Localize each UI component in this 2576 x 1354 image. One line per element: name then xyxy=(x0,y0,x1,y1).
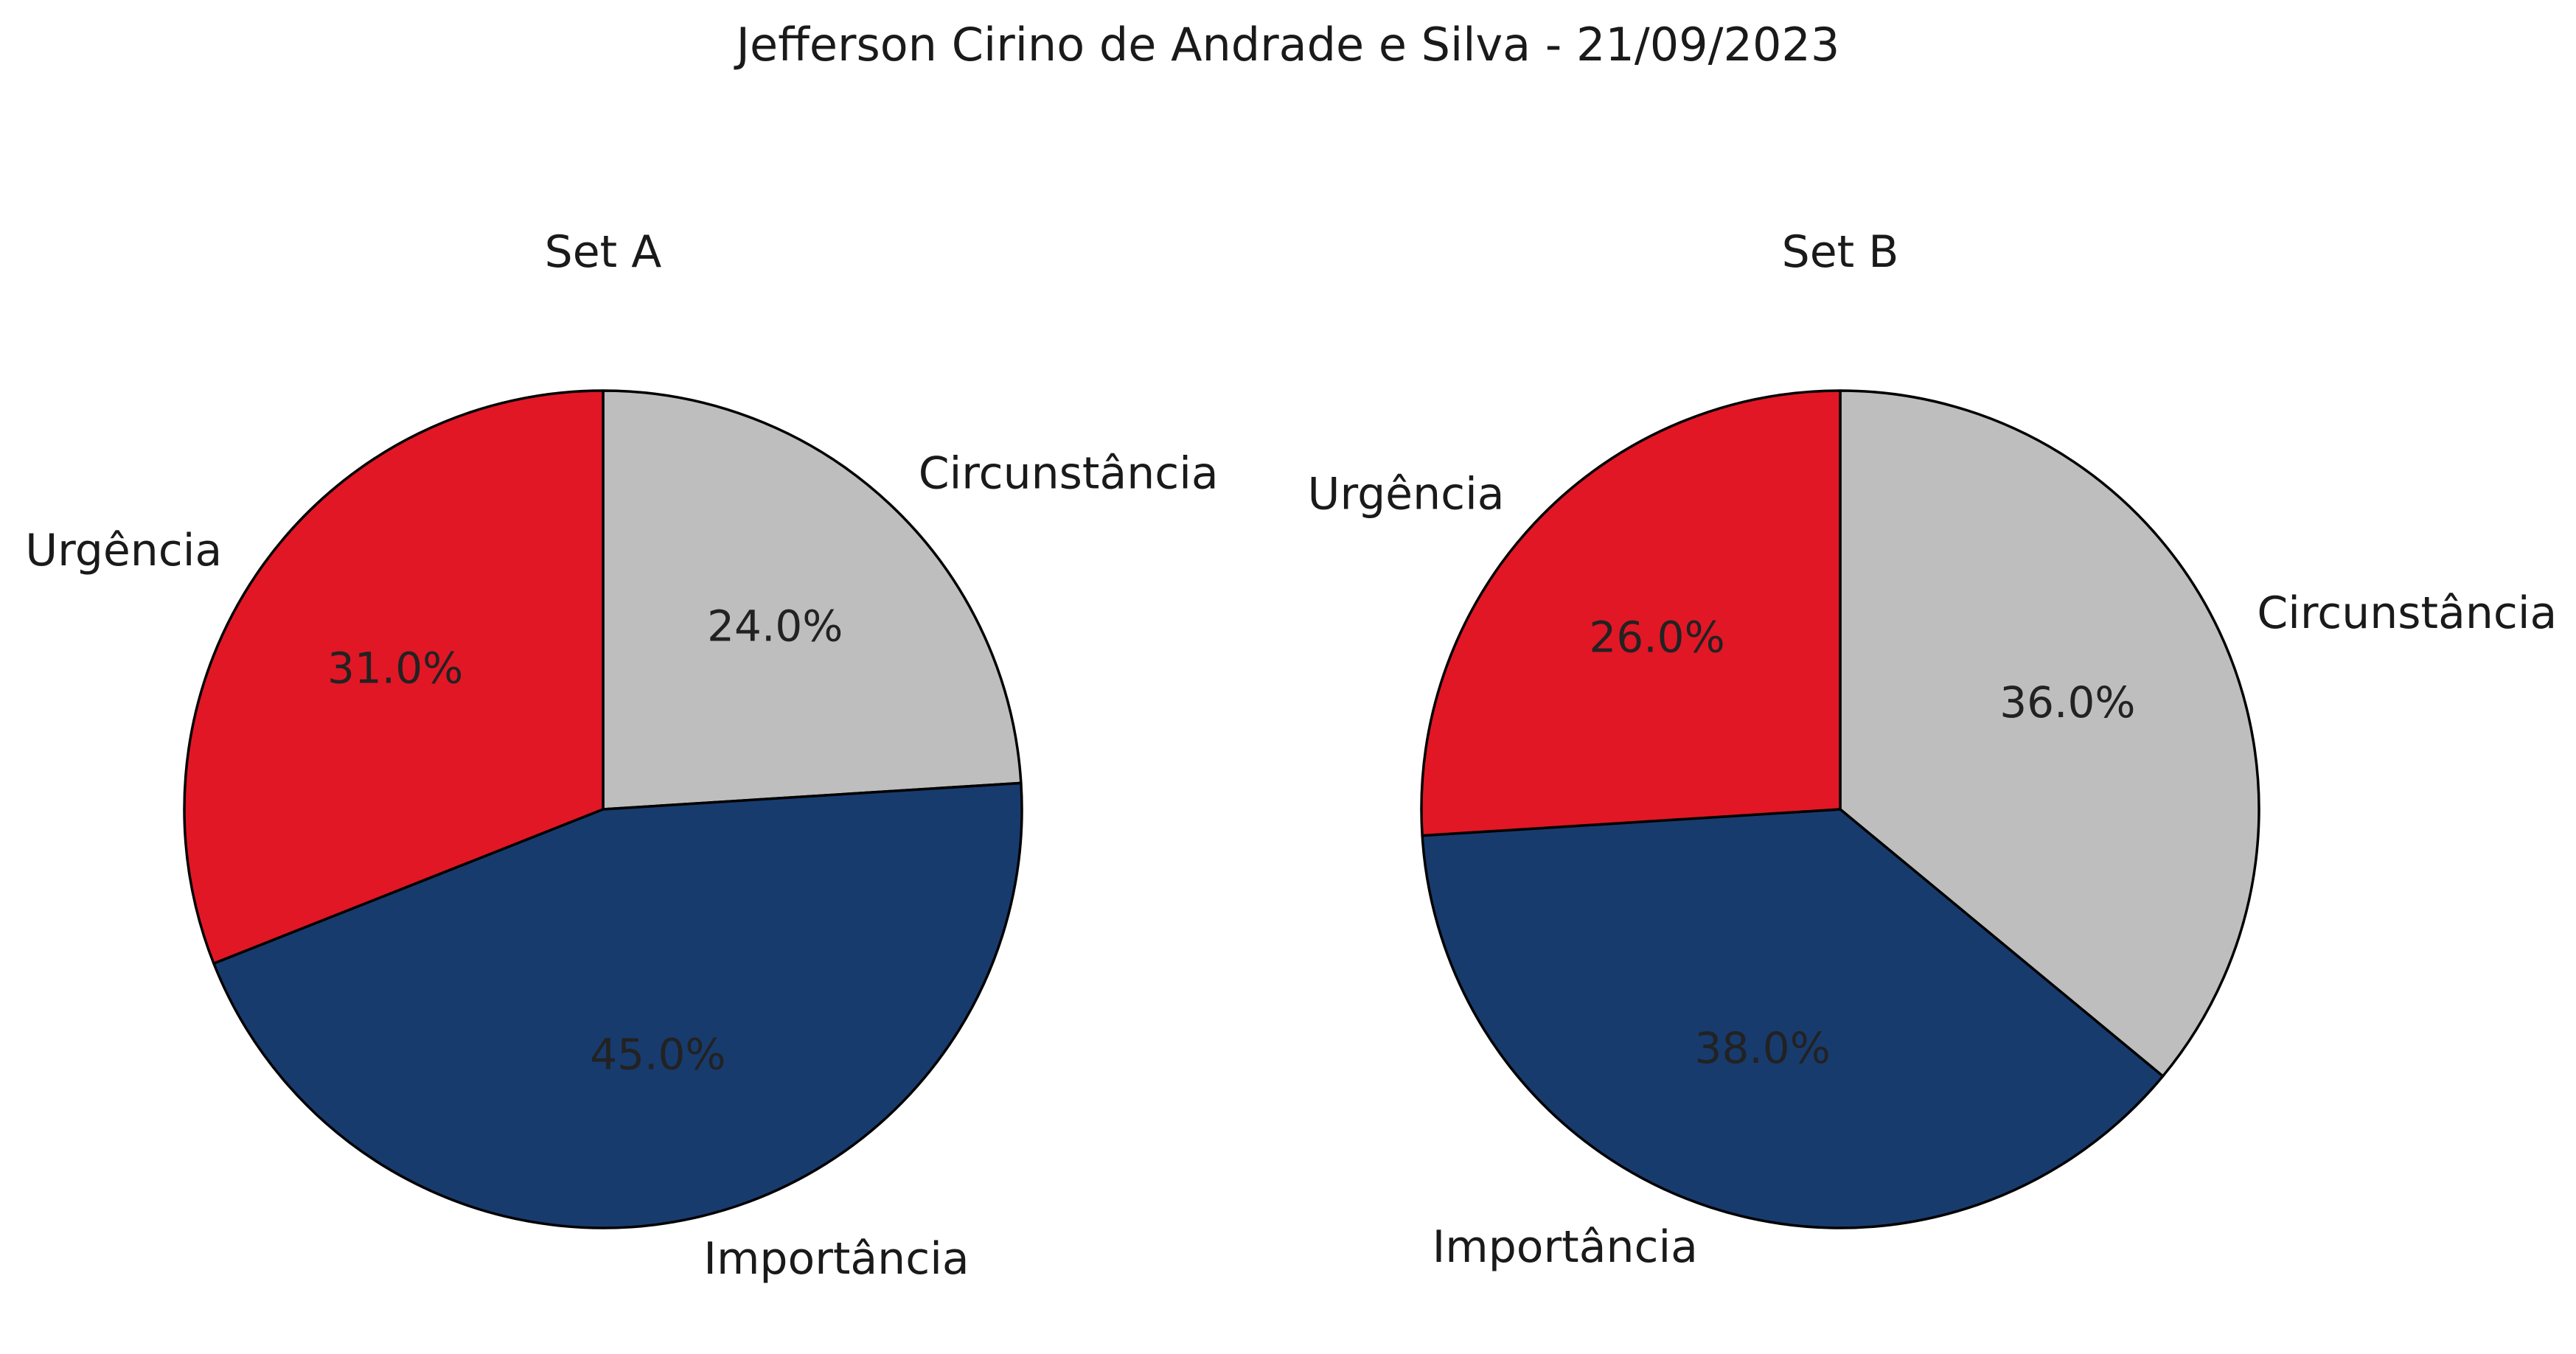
pie-category-label: Importância xyxy=(1433,1221,1698,1273)
pie-title-set-a: Set A xyxy=(545,226,662,278)
pie-percent-label: 38.0% xyxy=(1695,1023,1831,1073)
pie-percent-label: 24.0% xyxy=(707,601,843,652)
pie-title-set-b: Set B xyxy=(1782,226,1899,278)
pie-category-label: Urgência xyxy=(25,525,222,576)
pie-category-label: Urgência xyxy=(1308,468,1505,520)
figure-suptitle: Jefferson Cirino de Andrade e Silva - 21… xyxy=(734,18,1840,71)
pie-wedge-circunstancia xyxy=(1839,389,2260,1078)
pie-percent-label: 45.0% xyxy=(590,1030,725,1080)
pie-category-label: Circunstância xyxy=(2257,587,2557,639)
pie-wedge-importancia xyxy=(1421,808,2165,1229)
pie-percent-label: 36.0% xyxy=(1999,677,2135,727)
pie-category-label: Importância xyxy=(703,1233,969,1285)
pie-category-label: Circunstância xyxy=(919,448,1219,500)
pie-wedge-urgencia xyxy=(1420,389,1842,837)
pie-wedge-importancia xyxy=(212,781,1023,1229)
pie-percent-label: 31.0% xyxy=(327,643,463,693)
pie-wedge-urgencia xyxy=(183,389,605,965)
pie-chart-set-b: Set B 36.0% Circunstância 38.0% Importância… xyxy=(1308,226,2558,1273)
pie-percent-label: 26.0% xyxy=(1589,613,1724,663)
pie-chart-set-a: Set A 24.0% Circunstância 45.0% Importância… xyxy=(25,226,1218,1285)
pie-wedge-circunstancia xyxy=(602,389,1023,811)
